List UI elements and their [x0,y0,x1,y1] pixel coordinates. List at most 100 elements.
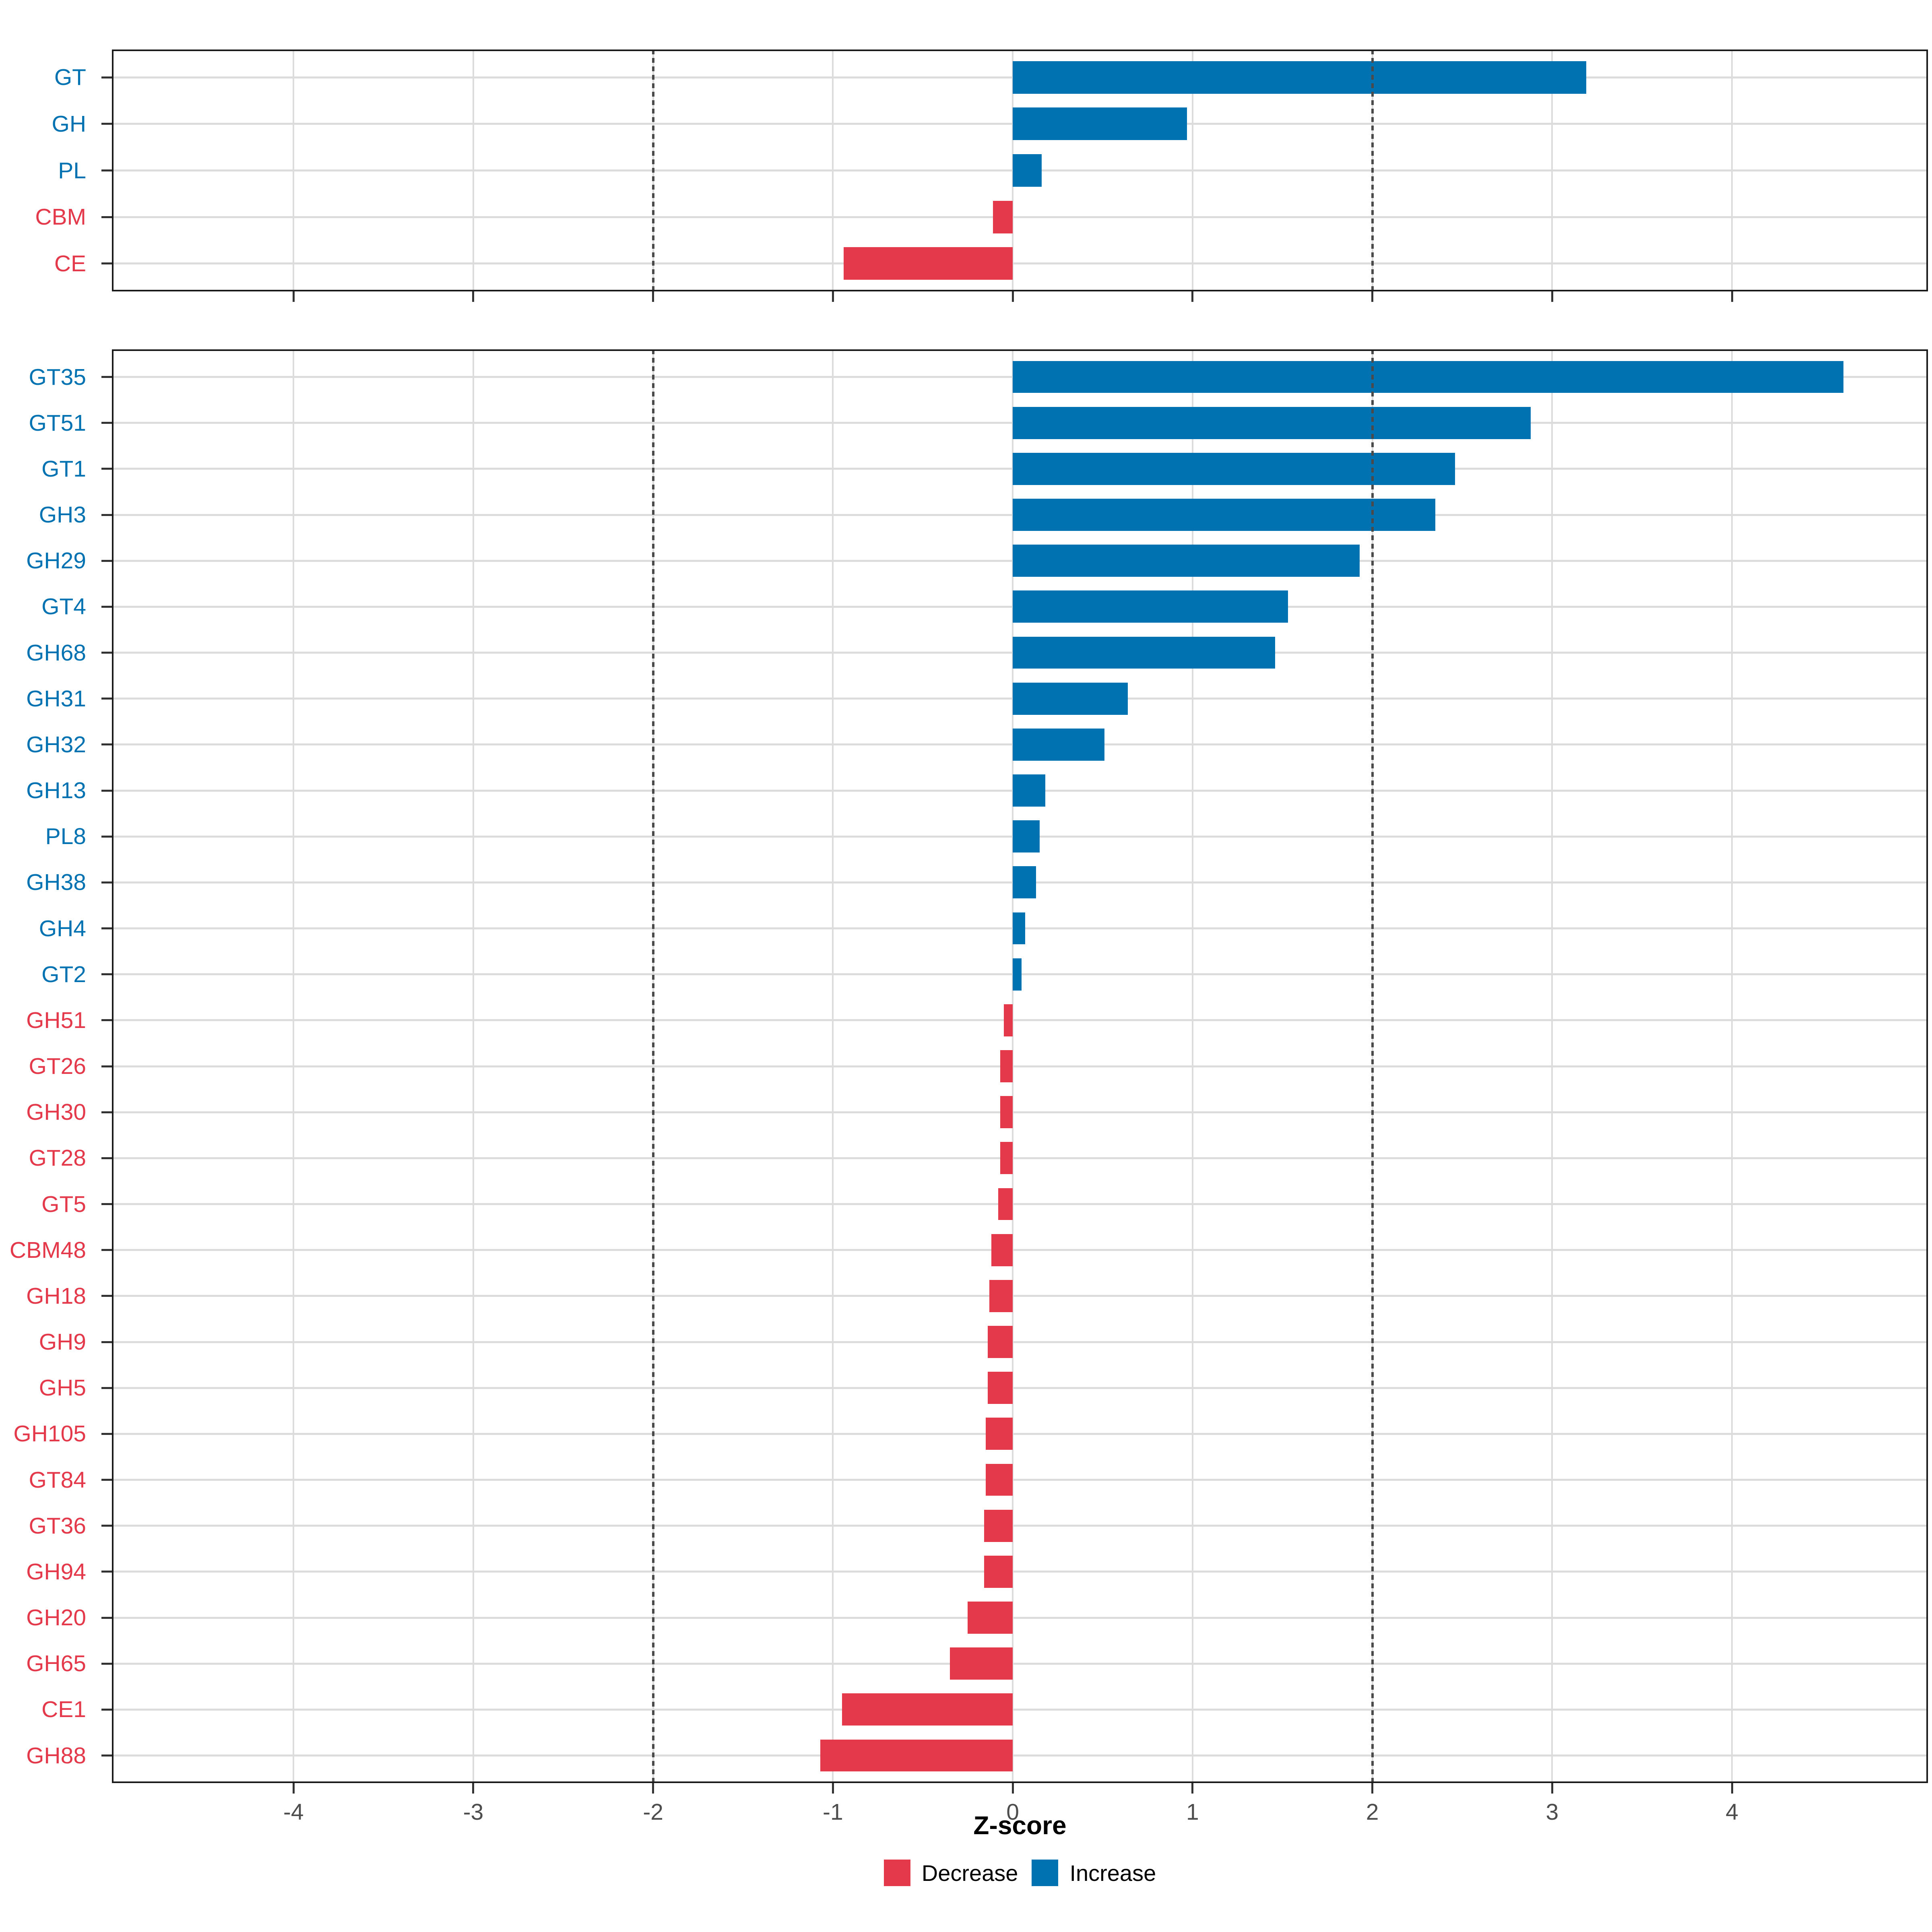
bar-GH105 [986,1418,1013,1450]
gridline-horizontal [112,1249,1928,1251]
y-tick [101,1616,112,1619]
legend-entry-increase: Increase [1032,1860,1156,1886]
y-tick [101,1111,112,1113]
y-axis-label-PL8: PL8 [45,824,86,850]
y-axis-label-GH13: GH13 [26,778,86,803]
bar-GH94 [984,1555,1013,1588]
y-tick [101,605,112,608]
y-axis-label-GT4: GT4 [41,594,86,620]
gridline-horizontal [112,1571,1928,1573]
bar-GH30 [1000,1096,1013,1129]
y-axis-label-GH94: GH94 [26,1558,86,1585]
x-tick [652,1783,654,1794]
x-tick-label: -2 [643,1799,663,1825]
gridline-horizontal [112,1203,1928,1205]
gridline-horizontal [112,1754,1928,1757]
x-tick-label: 4 [1726,1799,1738,1825]
y-axis-label-GH65: GH65 [26,1651,86,1677]
y-tick [101,1295,112,1297]
y-axis-label-GH20: GH20 [26,1605,86,1631]
x-tick-label: -3 [463,1799,484,1825]
bar-GH3 [1013,499,1435,531]
y-axis-label-GT1: GT1 [41,456,86,482]
bar-CBM48 [991,1234,1013,1266]
bar-CE1 [842,1693,1013,1726]
bar-GT84 [986,1463,1013,1496]
gridline-horizontal [112,1708,1928,1711]
legend-swatch-decrease [883,1860,910,1886]
y-axis-label-GH: GH [52,111,87,137]
gridline-vertical [1012,349,1014,1783]
y-axis-label-GT36: GT36 [29,1513,86,1539]
y-tick [101,169,112,171]
y-tick [101,881,112,883]
y-tick [101,1708,112,1711]
bar-CE [844,247,1013,280]
bar-GH18 [989,1280,1013,1312]
x-tick-label: 0 [1006,1799,1019,1825]
bar-GT35 [1013,361,1844,393]
x-tick-label: -1 [823,1799,843,1825]
x-tick [1191,291,1194,302]
x-tick [292,1783,295,1794]
bar-GH68 [1013,636,1276,669]
y-tick [101,652,112,654]
gridline-vertical [1731,349,1733,1783]
y-axis-label-GT: GT [54,64,86,91]
gridline-vertical [832,50,834,291]
bar-GT51 [1013,407,1531,439]
bar-GH [1013,107,1187,140]
x-tick [472,291,475,302]
bar-GH20 [968,1602,1013,1634]
reference-line [652,349,654,1783]
y-tick [101,1662,112,1665]
gridline-horizontal [112,1111,1928,1113]
y-axis-label-GH51: GH51 [26,1007,86,1033]
y-tick [101,698,112,700]
y-tick [101,927,112,929]
x-axis-title: Z-score [973,1811,1067,1840]
bar-GH4 [1013,912,1026,945]
gridline-horizontal [112,1662,1928,1665]
y-axis-label-GH88: GH88 [26,1742,86,1769]
y-axis-label-GH30: GH30 [26,1099,86,1125]
reference-line [652,50,654,291]
y-axis-label-GT84: GT84 [29,1467,86,1493]
x-tick-label: -4 [283,1799,304,1825]
gridline-horizontal [112,1065,1928,1067]
x-tick [472,1783,475,1794]
bar-PL [1013,154,1042,187]
y-tick [101,76,112,78]
x-tick [1731,1783,1733,1794]
x-tick [832,1783,834,1794]
x-tick [1551,291,1553,302]
gridline-vertical [293,349,295,1783]
y-tick [101,1341,112,1343]
x-tick-label: 3 [1546,1799,1559,1825]
y-tick [101,1571,112,1573]
gridline-horizontal [112,1479,1928,1481]
bar-CBM [993,200,1013,233]
x-tick [1371,1783,1374,1794]
y-axis-label-GT28: GT28 [29,1145,86,1171]
bar-GH38 [1013,866,1036,899]
y-tick [101,1432,112,1435]
x-tick [1371,291,1374,302]
reference-line [1371,349,1374,1783]
gridline-horizontal [112,1157,1928,1159]
lower-panel [112,349,1928,1783]
y-tick [101,559,112,562]
y-axis-label-GT51: GT51 [29,410,86,436]
y-axis-label-GH4: GH4 [39,915,86,941]
y-tick [101,216,112,218]
x-tick [1731,291,1733,302]
y-tick [101,1387,112,1389]
y-axis-label-GH29: GH29 [26,548,86,574]
x-tick-label: 2 [1366,1799,1379,1825]
gridline-horizontal [112,1432,1928,1435]
y-axis-label-GT35: GT35 [29,364,86,390]
bar-GT2 [1013,958,1022,991]
legend-label-decrease: Decrease [921,1860,1018,1886]
legend-entry-decrease: Decrease [883,1860,1018,1886]
x-tick [1551,1783,1553,1794]
